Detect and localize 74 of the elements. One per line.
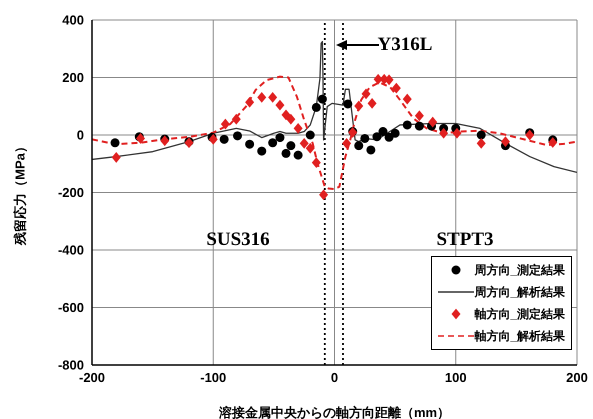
point <box>245 96 254 108</box>
point <box>286 141 296 150</box>
point <box>268 92 278 103</box>
point <box>294 122 303 134</box>
legend-label: 軸方向_解析結果 <box>474 328 565 344</box>
point <box>368 98 377 109</box>
y-tick-label: -200 <box>58 185 84 200</box>
point <box>319 189 328 200</box>
point <box>354 100 364 112</box>
point <box>208 134 218 145</box>
point <box>439 128 448 139</box>
annotation: Y316L <box>378 34 432 56</box>
point <box>500 136 510 148</box>
point <box>286 114 296 125</box>
y-tick-label: -600 <box>58 300 84 316</box>
annotation: SUS316 <box>206 229 270 251</box>
point <box>300 138 309 149</box>
point <box>402 120 412 130</box>
point <box>306 142 315 154</box>
point <box>372 132 382 142</box>
point <box>378 127 388 136</box>
point <box>548 137 558 148</box>
point <box>232 114 241 125</box>
point <box>257 146 266 156</box>
point <box>343 99 352 108</box>
legend-label: 周方向_解析結果 <box>474 284 565 300</box>
point <box>428 116 438 128</box>
point <box>275 133 284 142</box>
y-tick-label: 0 <box>76 128 84 143</box>
point <box>318 94 327 104</box>
annotation: STPT3 <box>436 229 494 251</box>
point <box>257 92 266 103</box>
point <box>414 122 424 131</box>
legend-label: 周方向_測定結果 <box>474 262 565 278</box>
x-tick-label: -100 <box>200 370 226 386</box>
y-tick-label: -800 <box>58 358 84 373</box>
y-axis-title: 残留応力（MPa） <box>12 140 28 246</box>
point <box>476 130 486 140</box>
x-tick-label: 200 <box>566 370 588 386</box>
legend-label: 軸方向_測定結果 <box>474 306 565 322</box>
point <box>110 138 120 148</box>
point <box>282 148 290 158</box>
point <box>414 110 424 122</box>
point <box>220 118 230 130</box>
point <box>312 157 321 168</box>
point <box>160 135 170 146</box>
point <box>452 128 462 139</box>
y-tick-label: 400 <box>62 12 84 28</box>
point <box>312 102 321 112</box>
point <box>275 100 284 110</box>
point <box>220 134 229 144</box>
x-tick-label: 0 <box>330 370 338 386</box>
point <box>525 130 534 140</box>
point <box>294 150 303 160</box>
y-tick-label: -400 <box>58 242 84 258</box>
point <box>282 109 290 120</box>
point <box>392 82 401 94</box>
point <box>233 131 242 140</box>
point <box>476 138 486 149</box>
point <box>306 130 315 140</box>
point <box>360 134 370 143</box>
y-tick-label: 200 <box>62 70 84 86</box>
point <box>402 94 412 104</box>
point <box>366 145 376 154</box>
x-tick-label: -200 <box>78 370 106 386</box>
point <box>112 152 121 163</box>
x-tick-label: 100 <box>444 370 467 386</box>
point <box>362 88 371 100</box>
point <box>245 140 254 149</box>
point <box>136 133 145 144</box>
point <box>268 138 278 148</box>
point <box>354 141 364 150</box>
point <box>390 128 400 138</box>
point <box>342 138 352 149</box>
